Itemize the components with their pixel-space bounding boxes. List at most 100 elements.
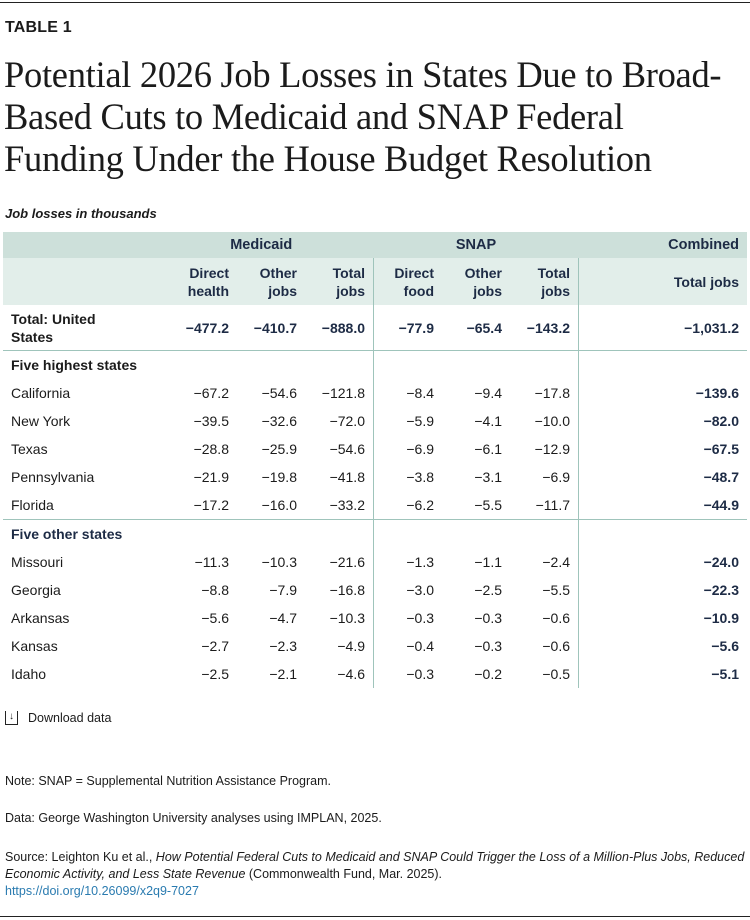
row-label: Kansas [11, 638, 58, 654]
cell-value: −4.7 [269, 610, 297, 626]
cell-value: −0.5 [542, 666, 570, 682]
cell-value: −5.9 [373, 407, 442, 435]
col-header: Direct food [373, 258, 442, 305]
col-header: Other jobs [237, 258, 305, 305]
cell-value: −12.9 [534, 441, 570, 457]
cell-value: −3.1 [474, 469, 502, 485]
cell-value: −6.9 [542, 469, 570, 485]
cell-value: −16.8 [329, 582, 365, 598]
cell-value: −10.3 [261, 554, 297, 570]
table-row: California −67.2 −54.6 −121.8 −8.4 −9.4 −17.8−… [3, 379, 747, 407]
group-medicaid: Medicaid [149, 232, 374, 258]
cell-value: −11.7 [535, 497, 570, 513]
cell-value: −1.1 [474, 554, 502, 570]
table-row: Florida −17.2 −16.0 −33.2 −6.2 −5.5 −11.7 −44.9 [3, 491, 747, 520]
cell-value: −72.0 [329, 413, 365, 429]
cell-value: −888.0 [305, 305, 374, 351]
cell-value: −21.6 [329, 554, 365, 570]
download-icon: ↓ [5, 711, 18, 725]
cell-value: −0.6 [542, 610, 570, 626]
column-header-row: Direct health Other jobs Total jobs Dire… [3, 258, 747, 305]
cell-value: −0.3 [474, 638, 502, 654]
cell-value: −65.4 [442, 305, 510, 351]
cell-value: −6.2 [373, 491, 442, 520]
cell-value: −25.9 [261, 441, 297, 457]
cell-value: −2.5 [474, 582, 502, 598]
cell-value: −5.5 [474, 497, 502, 513]
cell-value: −10.0 [534, 413, 570, 429]
row-label: New York [11, 413, 71, 429]
row-label: Georgia [11, 582, 61, 598]
cell-value: −6.9 [373, 435, 442, 463]
cell-value: −8.8 [201, 582, 229, 598]
section-header: Five other states [3, 519, 747, 548]
cell-value: −2.7 [201, 638, 229, 654]
col-header: Total jobs [305, 258, 374, 305]
row-label: Texas [11, 441, 48, 457]
units-label: Job losses in thousands [5, 206, 157, 221]
doi-link[interactable]: https://doi.org/10.26099/x2q9-7027 [5, 884, 199, 898]
cell-value: −2.1 [269, 666, 297, 682]
cell-value: −4.1 [474, 413, 502, 429]
group-header-row: Medicaid SNAP Combined [3, 232, 747, 258]
cell-value: −2.3 [269, 638, 297, 654]
cell-value: −33.2 [329, 497, 365, 513]
data-text: Data: George Washington University analy… [5, 811, 382, 825]
cell-value: −22.3 [578, 576, 747, 604]
download-label: Download data [28, 711, 112, 725]
table-row: New York −39.5 −32.6 −72.0 −5.9 −4.1 −10.0 −82.… [3, 407, 747, 435]
section-label: Five highest states [11, 357, 138, 373]
cell-value: −5.6 [578, 632, 747, 660]
cell-value: −0.3 [474, 610, 502, 626]
cell-value: −0.3 [373, 660, 442, 688]
cell-value: −7.9 [269, 582, 297, 598]
note-text: Note: SNAP = Supplemental Nutrition Assi… [5, 774, 331, 788]
row-label: Idaho [11, 666, 47, 682]
cell-value: −19.8 [261, 469, 297, 485]
top-rule [0, 2, 750, 3]
cell-value: −1,031.2 [578, 305, 747, 351]
cell-value: −54.6 [261, 385, 297, 401]
table-row: Pennsylvania −21.9 −19.8 −41.8 −3.8 −3.1 −6.9−… [3, 463, 747, 491]
section-header: Five highest states [3, 350, 747, 379]
cell-value: −9.4 [474, 385, 502, 401]
cell-value: −17.2 [193, 497, 229, 513]
total-row: Total: United States −477.2 −410.7 −888.0 −7… [3, 305, 747, 351]
table-row: Idaho −2.5 −2.1 −4.6 −0.3 −0.2 −0.5 −5.1 [3, 660, 747, 688]
row-label: California [11, 385, 71, 401]
cell-value: −5.6 [201, 610, 229, 626]
download-data-button[interactable]: ↓ Download data [5, 711, 111, 725]
table-row: Kansas −2.7 −2.3 −4.9 −0.4 −0.3 −0.6 −5.6 [3, 632, 747, 660]
col-header: Total jobs [510, 258, 579, 305]
cell-value: −82.0 [578, 407, 747, 435]
cell-value: −10.3 [329, 610, 365, 626]
col-header: Other jobs [442, 258, 510, 305]
cell-value: −477.2 [149, 305, 237, 351]
cell-value: −10.9 [578, 604, 747, 632]
cell-value: −21.9 [193, 469, 229, 485]
cell-value: −3.0 [373, 576, 442, 604]
cell-value: −5.5 [542, 582, 570, 598]
cell-value: −0.2 [474, 666, 502, 682]
row-label: Florida [11, 497, 54, 513]
cell-value: −410.7 [237, 305, 305, 351]
cell-value: −6.1 [474, 441, 502, 457]
cell-value: −1.3 [373, 548, 442, 576]
cell-value: −54.6 [329, 441, 365, 457]
cell-value: −8.4 [373, 379, 442, 407]
group-combined: Combined [578, 232, 747, 258]
cell-value: −4.6 [337, 666, 365, 682]
cell-value: −77.9 [373, 305, 442, 351]
cell-value: −3.8 [373, 463, 442, 491]
table-row: Arkansas −5.6 −4.7 −10.3 −0.3 −0.3 −0.6 −10.9 [3, 604, 747, 632]
row-label: Arkansas [11, 610, 70, 626]
data-table: Medicaid SNAP Combined Direct health Oth… [3, 232, 747, 688]
source-text: Source: Leighton Ku et al., How Potentia… [5, 850, 745, 898]
cell-value: −2.5 [201, 666, 229, 682]
cell-value: −28.8 [193, 441, 229, 457]
group-snap: SNAP [373, 232, 579, 258]
col-header: Total jobs [578, 258, 747, 305]
cell-value: −24.0 [578, 548, 747, 576]
cell-value: −48.7 [578, 463, 747, 491]
table-label: TABLE 1 [5, 19, 72, 36]
